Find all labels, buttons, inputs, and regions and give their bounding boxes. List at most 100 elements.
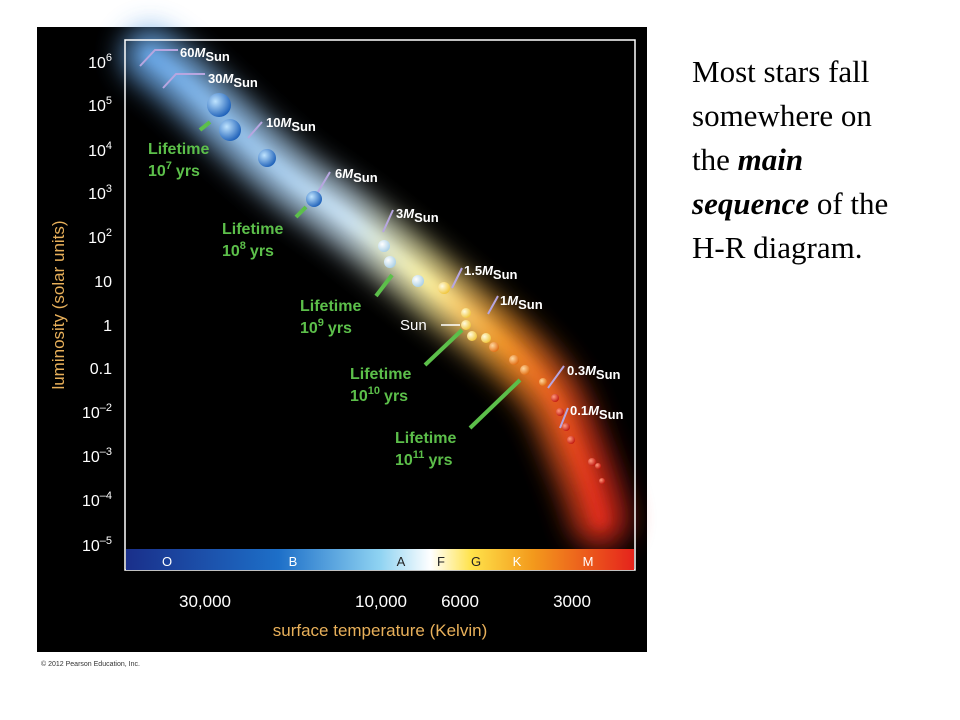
lifetime-pointer (374, 273, 394, 298)
tick-base: 10 (88, 143, 106, 160)
lifetime-exponent: 11 (413, 449, 425, 461)
star (384, 256, 396, 268)
text: somewhere on (692, 98, 872, 133)
star (207, 93, 231, 117)
y-tick-label: 10 (94, 274, 112, 291)
tick-exponent: 2 (106, 227, 112, 239)
lifetime-word: Lifetime (350, 366, 411, 383)
emphasis: sequence (692, 186, 810, 221)
mass-symbol: M (482, 263, 494, 278)
text-line: H-R diagram. (692, 226, 952, 270)
lifetime-value: 1010 yrs (350, 385, 408, 405)
star (378, 240, 390, 252)
lifetime-word: Lifetime (222, 221, 283, 238)
text: the (692, 142, 738, 177)
credit: © 2012 Pearson Education, Inc. (41, 660, 140, 668)
star (595, 463, 601, 469)
mass-subscript: Sun (599, 407, 624, 422)
lifetime-pointer (198, 120, 212, 132)
lifetime-value: 107 yrs (148, 160, 200, 180)
spectral-bar (126, 549, 634, 570)
mass-label: 3MSun (396, 206, 439, 225)
mass-label: 1MSun (500, 293, 543, 312)
y-tick-label: 106 (88, 52, 112, 72)
y-tick-label: 104 (88, 140, 112, 160)
mass-subscript: Sun (493, 267, 518, 282)
mass-subscript: Sun (414, 210, 439, 225)
mass-label: 1.5MSun (464, 263, 518, 282)
lifetime-pointer (468, 378, 522, 430)
sun-label: Sun (400, 317, 427, 334)
star (258, 149, 276, 167)
mass-subscript: Sun (205, 49, 230, 64)
tick-exponent: 6 (106, 52, 112, 64)
mass-label: 6MSun (335, 166, 378, 185)
tick-base: 10 (82, 405, 100, 422)
mass-label: 0.3MSun (567, 363, 621, 382)
mass-value: 0.3 (567, 363, 585, 378)
text-line: sequence of the (692, 182, 952, 226)
mass-value: 30 (208, 71, 222, 86)
y-tick-label: 10–3 (82, 446, 112, 466)
tick-exponent: –4 (100, 490, 112, 502)
star (412, 275, 424, 287)
y-axis-label: luminosity (solar units) (49, 220, 68, 389)
y-tick-label: 105 (88, 95, 112, 115)
mass-symbol: M (403, 206, 415, 221)
mass-symbol: M (507, 293, 519, 308)
mass-pointer (317, 171, 331, 193)
lifetime-pointer (294, 205, 308, 219)
mass-value: 60 (180, 45, 194, 60)
spectral-class: A (397, 554, 406, 569)
tick-exponent: –3 (100, 446, 112, 458)
x-tick-label: 6000 (441, 592, 479, 611)
lifetime-unit: yrs (250, 243, 274, 260)
stars (207, 93, 605, 484)
mass-pointer (382, 209, 394, 233)
x-tick-label: 30,000 (179, 592, 231, 611)
slide-text: Most stars fall somewhere on the main seque… (692, 50, 952, 270)
mass-subscript: Sun (518, 297, 543, 312)
mass-value: 1.5 (464, 263, 482, 278)
star (599, 478, 605, 484)
star (567, 436, 575, 444)
spectral-class: B (289, 554, 298, 569)
star (219, 119, 241, 141)
lifetime-exponent: 10 (368, 385, 380, 397)
mass-pointer (451, 267, 463, 289)
lifetime-unit: yrs (176, 163, 200, 180)
star (539, 378, 547, 386)
lifetime-exponent: 8 (240, 240, 246, 252)
mass-subscript: Sun (291, 119, 316, 134)
mass-value: 6 (335, 166, 342, 181)
tick-base: 10 (82, 449, 100, 466)
tick-base: 10 (88, 186, 106, 203)
lifetime-unit: yrs (384, 388, 408, 405)
text-line: somewhere on (692, 94, 952, 138)
star (461, 320, 471, 330)
y-tick-label: 103 (88, 183, 112, 203)
y-tick-label: 10–4 (82, 490, 112, 510)
lifetime-pointer (423, 328, 464, 367)
star (461, 308, 471, 318)
tick-base: 0.1 (90, 361, 112, 378)
x-tick-label: 3000 (553, 592, 591, 611)
mass-symbol: M (222, 71, 234, 86)
mass-label: 60MSun (180, 45, 230, 64)
mass-value: 10 (266, 115, 280, 130)
lifetime-exponent: 9 (318, 317, 324, 329)
star (520, 365, 530, 375)
x-tick-label: 10,000 (355, 592, 407, 611)
star (562, 423, 570, 431)
mass-symbol: M (585, 363, 597, 378)
mass-pointer (487, 295, 499, 315)
spectral-class: G (471, 554, 481, 569)
lifetime-word: Lifetime (148, 141, 209, 158)
star (438, 282, 450, 294)
mass-symbol: M (588, 403, 600, 418)
tick-base: 10 (88, 230, 106, 247)
y-tick-label: 10–5 (82, 535, 112, 555)
lifetime-value: 1011 yrs (395, 449, 453, 469)
spectral-class: M (583, 554, 594, 569)
